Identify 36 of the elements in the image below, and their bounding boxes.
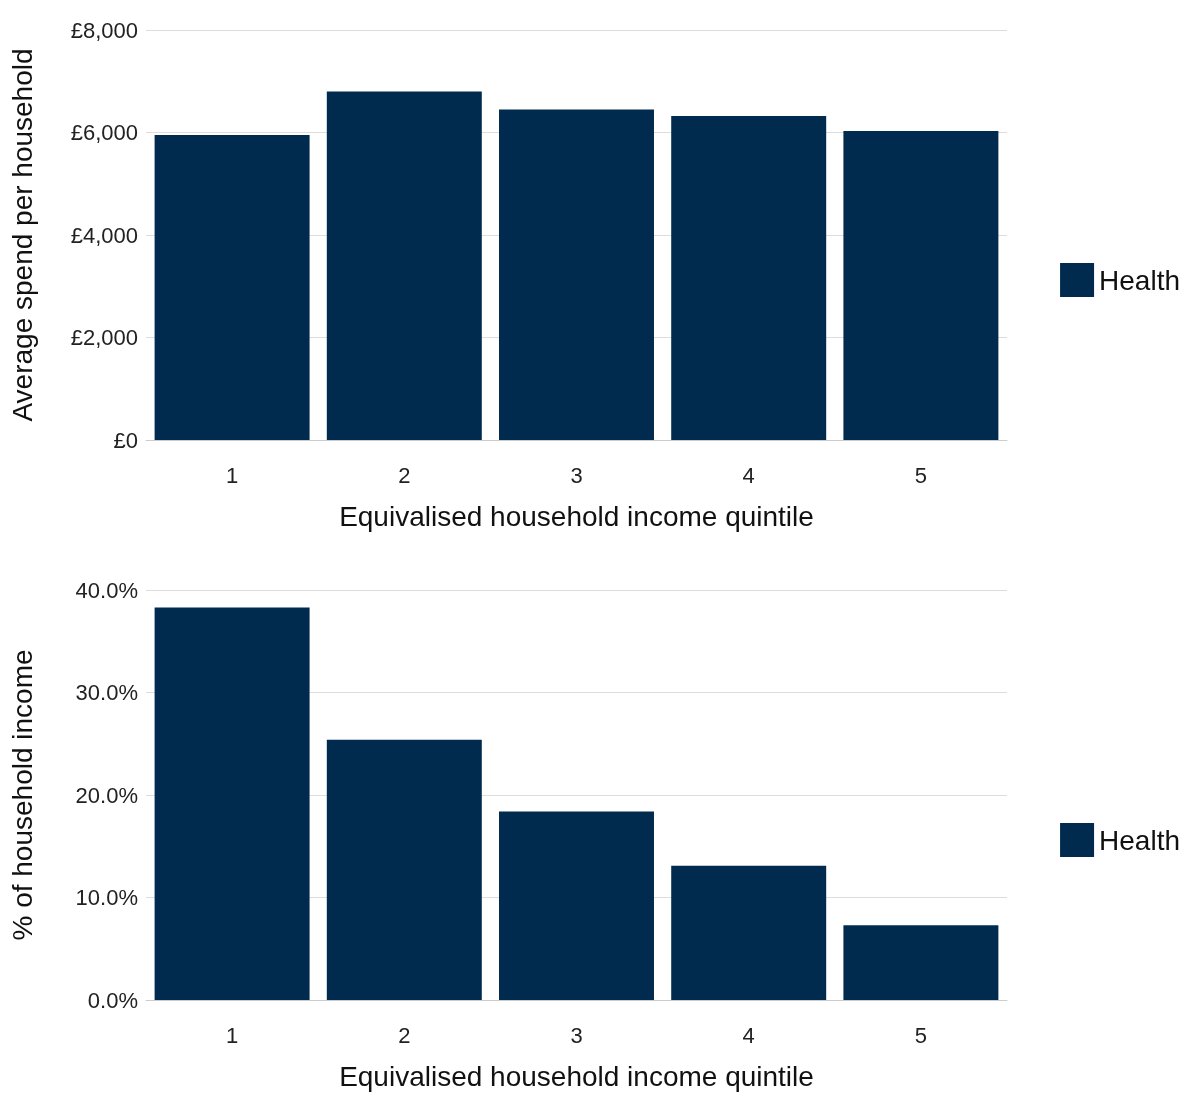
y-tick-label: £0 [113,427,138,453]
x-tick-label: 2 [398,1022,411,1048]
y-axis-title: Average spend per household [6,48,38,422]
x-tick-label: 4 [742,1022,755,1048]
y-tick-label: 20.0% [75,782,138,808]
legend-label: Health [1099,264,1180,296]
y-axis-title: % of household income [6,649,38,941]
x-tick-label: 1 [225,462,239,488]
y-tick-label: 30.0% [75,680,138,705]
bar [154,607,310,1000]
bar [154,135,310,440]
legend-label: Health [1099,824,1180,856]
x-tick-label: 3 [570,1022,583,1048]
bar [671,865,827,1000]
y-tick-label: £8,000 [70,17,138,43]
x-tick-label: 5 [914,462,928,488]
y-tick-label: 40.0% [75,577,138,603]
y-tick-label: £2,000 [70,325,138,350]
bar [499,109,654,440]
bar [843,130,999,440]
x-tick-label: 4 [742,462,755,488]
x-axis-title: Equivalised household income quintile [339,500,814,532]
y-tick-label: £4,000 [70,222,138,248]
x-tick-label: 3 [570,462,583,488]
y-tick-label: £6,000 [70,120,138,145]
y-tick-label: 0.0% [87,987,138,1013]
x-tick-label: 1 [225,1022,239,1048]
bar [326,739,482,1000]
y-tick-label: 10.0% [75,885,138,910]
x-tick-label: 2 [398,462,411,488]
bar [843,925,999,1000]
x-axis-title: Equivalised household income quintile [339,1060,814,1092]
x-tick-label: 5 [914,1022,928,1048]
bar [671,116,827,440]
bar [499,811,654,1000]
bar [326,91,482,440]
